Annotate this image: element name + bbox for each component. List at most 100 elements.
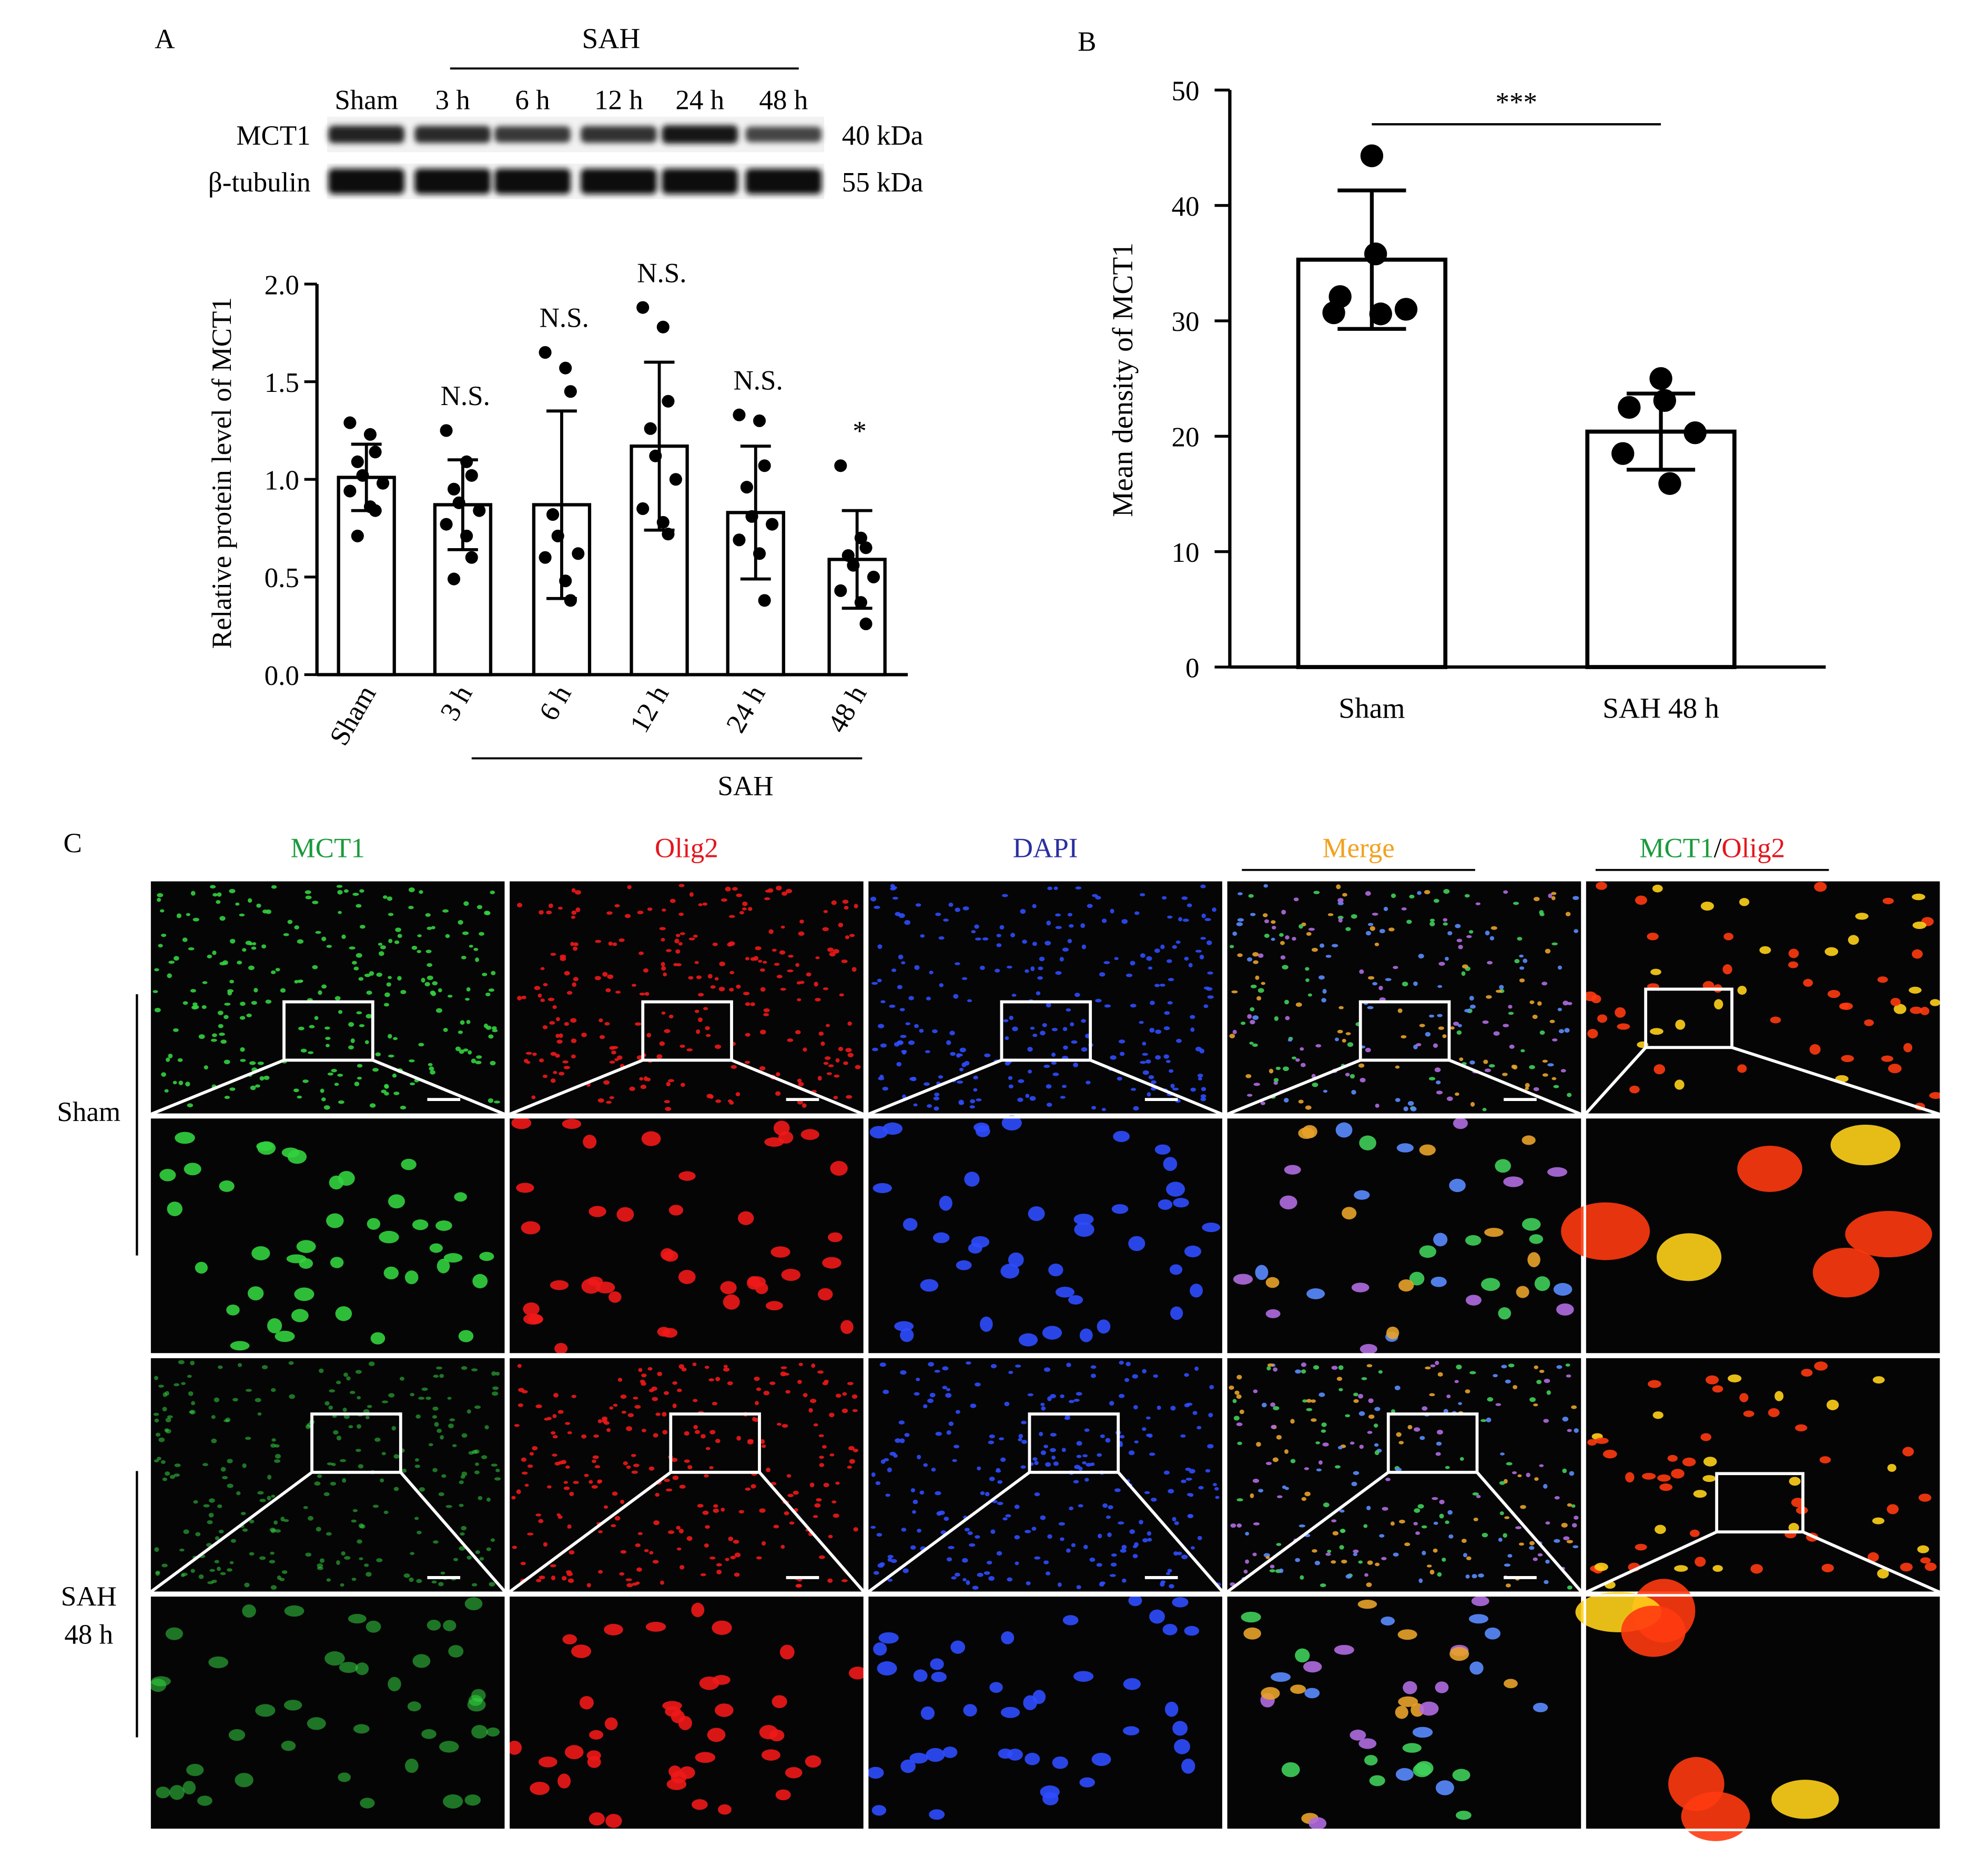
cell-signal bbox=[1306, 1288, 1325, 1299]
cell-signal bbox=[1520, 1049, 1525, 1053]
cell-signal bbox=[768, 929, 774, 934]
cell-signal bbox=[910, 1545, 916, 1550]
cell-signal bbox=[639, 1077, 644, 1081]
cell-signal bbox=[1076, 1455, 1082, 1458]
cell-signal bbox=[1556, 1365, 1563, 1369]
cell-signal bbox=[1234, 1390, 1240, 1395]
cell-signal bbox=[1553, 1283, 1573, 1296]
cell-signal bbox=[408, 905, 414, 910]
cell-signal bbox=[1305, 1105, 1312, 1110]
cell-signal bbox=[1130, 1004, 1137, 1008]
cell-signal bbox=[1401, 1035, 1407, 1039]
cell-signal bbox=[1163, 1157, 1178, 1171]
cell-signal bbox=[1148, 966, 1153, 970]
cell-signal bbox=[779, 950, 786, 955]
tile-background bbox=[508, 1357, 865, 1593]
cell-signal bbox=[379, 1230, 399, 1244]
cell-signal bbox=[668, 1014, 674, 1019]
cell-signal bbox=[1239, 1409, 1244, 1415]
cell-signal bbox=[443, 1620, 457, 1631]
data-point bbox=[834, 459, 847, 472]
cell-signal bbox=[455, 1046, 461, 1052]
blot-size-label: 55 kDa bbox=[842, 167, 924, 198]
cell-signal bbox=[990, 1364, 997, 1369]
cell-signal bbox=[964, 1528, 970, 1532]
cell-signal bbox=[713, 1508, 719, 1513]
cell-signal bbox=[924, 1082, 930, 1086]
cell-signal bbox=[605, 1814, 622, 1828]
cell-signal bbox=[785, 1390, 790, 1394]
cell-signal bbox=[1398, 1696, 1418, 1707]
cell-signal bbox=[483, 1023, 488, 1028]
cell-signal bbox=[1551, 896, 1556, 901]
cell-signal bbox=[1021, 1420, 1027, 1425]
cell-signal bbox=[661, 1011, 666, 1015]
cell-signal bbox=[557, 1410, 564, 1414]
cell-signal bbox=[383, 1266, 399, 1280]
cell-signal bbox=[267, 1318, 282, 1334]
cell-signal bbox=[356, 953, 362, 958]
cell-signal bbox=[475, 957, 480, 962]
cell-signal bbox=[1327, 1550, 1332, 1553]
cell-signal bbox=[979, 965, 985, 970]
cell-signal bbox=[1583, 991, 1597, 1002]
cell-signal bbox=[712, 1401, 717, 1406]
cell-signal bbox=[931, 1468, 936, 1472]
cell-signal bbox=[1487, 1397, 1494, 1402]
cell-signal bbox=[1700, 1433, 1712, 1441]
cell-signal bbox=[592, 1459, 596, 1463]
cell-signal bbox=[173, 1081, 177, 1085]
cell-signal bbox=[168, 1053, 173, 1058]
cell-signal bbox=[191, 1005, 198, 1010]
cell-signal bbox=[1433, 1548, 1438, 1553]
cell-signal bbox=[698, 903, 703, 906]
cell-signal bbox=[1015, 1364, 1021, 1368]
cell-signal bbox=[956, 1410, 960, 1414]
cell-signal bbox=[816, 1498, 822, 1502]
cell-signal bbox=[1363, 1524, 1368, 1528]
cell-signal bbox=[257, 1491, 264, 1495]
cell-signal bbox=[1004, 1401, 1010, 1407]
cell-signal bbox=[291, 1309, 309, 1322]
cell-signal bbox=[935, 1491, 941, 1496]
cell-signal bbox=[1258, 1489, 1264, 1493]
cell-signal bbox=[1066, 1362, 1071, 1367]
cell-signal bbox=[695, 1752, 716, 1763]
cell-signal bbox=[573, 1481, 579, 1485]
cell-signal bbox=[764, 1137, 784, 1147]
cell-signal bbox=[599, 1035, 605, 1039]
cell-signal bbox=[1759, 946, 1771, 954]
cell-signal bbox=[1151, 1080, 1157, 1084]
cell-signal bbox=[1367, 1006, 1374, 1009]
cell-signal bbox=[1336, 884, 1341, 890]
cell-signal bbox=[760, 1029, 766, 1035]
cell-signal bbox=[445, 934, 450, 938]
cell-signal bbox=[620, 1500, 625, 1504]
cell-signal bbox=[1456, 1030, 1462, 1035]
cell-signal bbox=[1051, 1062, 1057, 1065]
cell-signal bbox=[696, 1029, 701, 1034]
cell-signal bbox=[479, 1557, 484, 1561]
cell-signal bbox=[648, 1466, 655, 1471]
cell-signal bbox=[1481, 1278, 1500, 1291]
cell-signal bbox=[1247, 1014, 1252, 1019]
cell-signal bbox=[1005, 1036, 1009, 1041]
cell-signal bbox=[1525, 1087, 1529, 1090]
cell-signal bbox=[776, 975, 783, 978]
cell-signal bbox=[156, 1786, 170, 1799]
cell-signal bbox=[154, 1376, 159, 1380]
cell-signal bbox=[1031, 1527, 1037, 1531]
micrograph-tile bbox=[148, 878, 508, 1116]
cell-signal bbox=[603, 1505, 608, 1509]
cell-signal bbox=[1032, 942, 1037, 946]
cell-signal bbox=[478, 1496, 483, 1500]
cell-signal bbox=[259, 1499, 266, 1502]
cell-signal bbox=[616, 1055, 623, 1060]
cell-signal bbox=[1021, 1439, 1027, 1444]
cell-signal bbox=[1526, 1472, 1530, 1478]
cell-signal bbox=[297, 939, 304, 944]
cell-signal bbox=[1567, 1585, 1573, 1590]
cell-signal bbox=[1327, 913, 1334, 916]
cell-signal bbox=[1181, 1479, 1186, 1483]
cell-signal bbox=[1337, 1029, 1343, 1034]
